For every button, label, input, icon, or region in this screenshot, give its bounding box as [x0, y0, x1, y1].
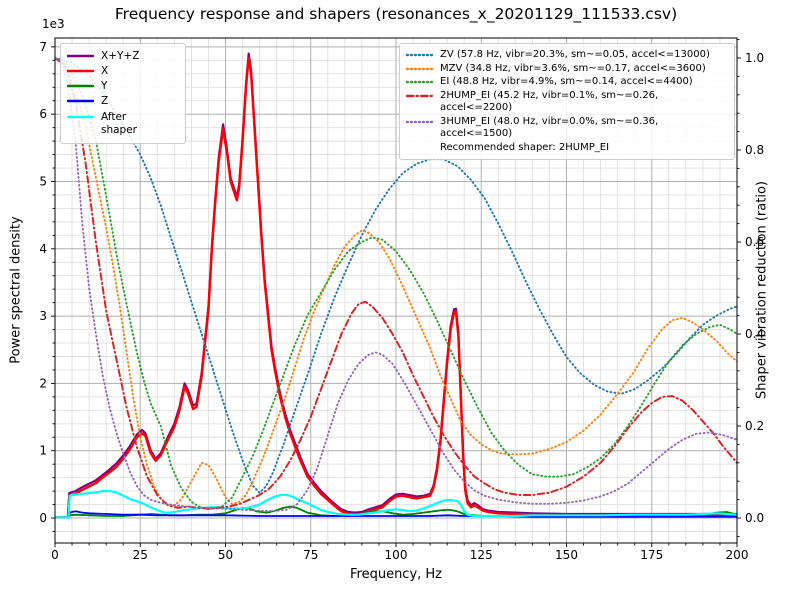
legend-line-sample: [406, 80, 433, 84]
legend-label: After shaper: [101, 110, 138, 136]
x-tick-label: 100: [385, 548, 408, 562]
legend-label: ZV (57.8 Hz, vibr=20.3%, sm~=0.05, accel…: [440, 49, 710, 60]
right-y-tick-label: 1.0: [745, 51, 764, 65]
tick-marks: [51, 39, 741, 547]
left-y-tick-label: 3: [39, 309, 47, 323]
legend-item-x-y-z: X+Y+Z: [67, 50, 179, 63]
legend-line-sample: [67, 85, 94, 88]
legend-label: 2HUMP_EI (45.2 Hz, vibr=0.1%, sm~=0.26, …: [440, 89, 659, 114]
series-2hump-ei: [55, 57, 737, 510]
right-y-tick-label: 0.4: [745, 327, 764, 341]
legend-item-2hump-ei: 2HUMP_EI (45.2 Hz, vibr=0.1%, sm~=0.26, …: [406, 90, 728, 115]
x-tick-label: 125: [470, 548, 493, 562]
legend-item-z: Z: [67, 95, 179, 108]
legend-shapers: ZV (57.8 Hz, vibr=20.3%, sm~=0.05, accel…: [399, 43, 735, 160]
legend-sample-blank: [406, 143, 433, 153]
series-mzv: [55, 57, 737, 507]
right-y-tick-label: 0.2: [745, 419, 764, 433]
series-ei: [55, 57, 737, 510]
legend-label: Z: [101, 95, 109, 108]
right-y-tick-label: 0.0: [745, 511, 764, 525]
legend-psd-series: X+Y+Z X Y Z After shaper: [60, 43, 186, 144]
x-tick-label: 150: [555, 548, 578, 562]
legend-item-ei: EI (48.8 Hz, vibr=4.9%, sm~=0.14, accel<…: [406, 76, 728, 89]
legend-line-sample: [67, 54, 94, 58]
x-tick-label: 25: [133, 548, 148, 562]
legend-item-3hump-ei: 3HUMP_EI (48.0 Hz, vibr=0.0%, sm~=0.36, …: [406, 116, 728, 141]
legend-line-sample: [406, 120, 433, 123]
legend-item-recommended-shaper: Recommended shaper: 2HUMP_EI: [406, 142, 728, 155]
legend-line-sample: [406, 94, 433, 97]
series-zv: [55, 57, 737, 494]
legend-line-sample: [406, 67, 433, 70]
series-group: [55, 52, 737, 519]
left-y-tick-label: 2: [39, 376, 47, 390]
legend-line-sample: [67, 69, 94, 73]
legend-label: MZV (34.8 Hz, vibr=3.6%, sm~=0.17, accel…: [440, 62, 706, 74]
legend-label: 3HUMP_EI (48.0 Hz, vibr=0.0%, sm~=0.36, …: [440, 115, 659, 140]
series-x: [55, 56, 737, 519]
legend-label: X+Y+Z: [101, 50, 140, 62]
right-y-tick-label: 0.8: [745, 143, 764, 157]
legend-label: Recommended shaper: 2HUMP_EI: [440, 141, 610, 153]
legend-label: EI (48.8 Hz, vibr=4.9%, sm~=0.14, accel<…: [440, 76, 693, 87]
series-after-shaper: [55, 490, 737, 519]
left-y-tick-label: 0: [39, 511, 47, 525]
tick-labels: 0 25 50 75 100 125 150 175 200 0 1 2 3 4 5 6 7 0.0 0.2 0.4 0…: [39, 40, 764, 562]
x-tick-label: 175: [640, 548, 663, 562]
left-y-tick-label: 4: [39, 242, 47, 256]
x-tick-label: 75: [303, 548, 318, 562]
x-tick-label: 200: [726, 548, 749, 562]
legend-label: Y: [101, 80, 108, 93]
legend-item-y: Y: [67, 80, 179, 93]
legend-item-after-shaper: After shaper: [67, 111, 179, 137]
legend-line-sample: [67, 100, 94, 103]
left-y-tick-label: 6: [39, 107, 47, 121]
legend-item-zv: ZV (57.8 Hz, vibr=20.3%, sm~=0.05, accel…: [406, 49, 728, 62]
right-y-tick-label: 0.6: [745, 235, 764, 249]
left-y-tick-label: 1: [39, 444, 47, 458]
x-tick-label: 0: [51, 548, 59, 562]
legend-line-sample: [67, 115, 94, 118]
left-y-tick-label: 7: [39, 40, 47, 54]
left-y-tick-label: 5: [39, 174, 47, 188]
legend-item-mzv: MZV (34.8 Hz, vibr=3.6%, sm~=0.17, accel…: [406, 63, 728, 76]
series-z: [55, 510, 737, 519]
chart-title: Frequency response and shapers (resonanc…: [114, 5, 678, 23]
legend-line-sample: [406, 53, 433, 57]
x-tick-label: 50: [218, 548, 233, 562]
legend-label: X: [101, 65, 109, 78]
x-axis-label: Frequency, Hz: [349, 567, 443, 582]
legend-item-x: X: [67, 65, 179, 78]
series-3hump-ei: [55, 57, 737, 513]
y-axis-offset-label: 1e3: [42, 17, 65, 31]
